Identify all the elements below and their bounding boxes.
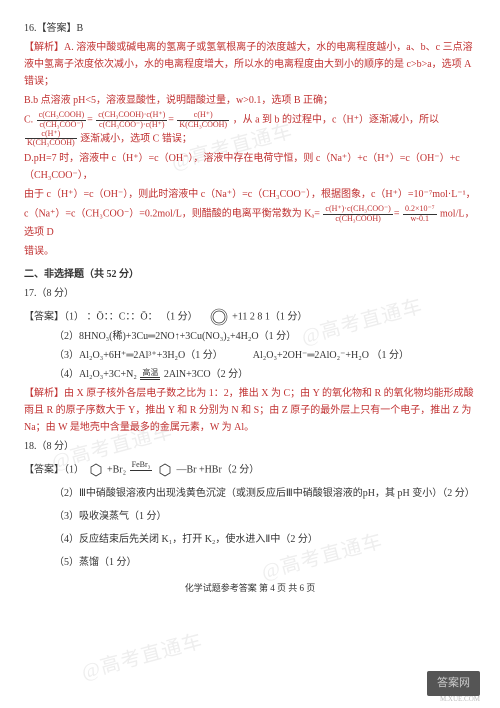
- q16-analysis-a: 【解析】A. 溶液中酸或碱电离的氢离子或氢氧根离子的浓度越大，水的电离程度越小，…: [24, 39, 476, 90]
- q16-analysis-d4: 错误。: [24, 243, 476, 260]
- page-footer: 化学试题参考答案 第 4 页 共 6 页: [24, 581, 476, 596]
- text: 逐渐减小，选项 C 错误；: [80, 133, 192, 144]
- benzene-icon: [158, 463, 172, 477]
- atom-diagram-icon: [210, 308, 228, 326]
- reaction-condition: FeBr₃: [130, 461, 153, 480]
- eq3b: Al₂O₃+2OH⁻═2AlO₂⁻+H₂O （1 分）: [253, 347, 409, 364]
- eq4-pre: （4）Al₂O₃+3C+N₂: [54, 369, 137, 380]
- watermark: @高考直通车: [78, 624, 207, 689]
- source-url: M.XUE.COM: [440, 694, 480, 706]
- source-badge: 答案网: [427, 671, 480, 696]
- q16-analysis-c: C. c(CH₃COOH)c(CH₃COO⁻)= c(CH₃COOH)·c(H⁺…: [24, 111, 476, 148]
- answer-label: 【答案】（1）: [24, 464, 84, 475]
- q16-analysis-b: B.b 点溶液 pH<5，溶液显酸性，说明醋酸过量，w>0.1，选项 B 正确；: [24, 92, 476, 109]
- product: —Br +HBr（2 分）: [176, 464, 259, 475]
- q17-eq4: （4）Al₂O₃+3C+N₂ 高温 2AlN+3CO（2 分）: [24, 366, 476, 383]
- reaction-condition: 高温: [140, 369, 160, 381]
- benzene-icon: [89, 463, 103, 477]
- answer-label: 【答案】（1）: [24, 311, 84, 322]
- q17-head: 17.（8 分）: [24, 285, 476, 302]
- points: （1 分）: [160, 311, 198, 322]
- q18-line2: （2）Ⅲ中硝酸银溶液内出现浅黄色沉淀（或测反应后Ⅲ中硝酸银溶液的pH，其 pH …: [24, 485, 476, 502]
- fraction: c(CH₃COOH)·c(H⁺)c(CH₃COO⁻)·c(H⁺): [96, 111, 167, 130]
- fraction: 0.2×10⁻⁷w-0.1: [403, 205, 437, 224]
- lewis-structure: ：Ö：：C：：Ö：: [87, 311, 158, 322]
- q17-analysis: 【解析】由 X 原子核外各层电子数之比为 1：2，推出 X 为 C；由 Y 的氧…: [24, 385, 476, 436]
- q18-line3: （3）吸收溴蒸气（1 分）: [24, 508, 476, 525]
- plus-br2: +Br₂: [107, 464, 126, 475]
- q18-line4: （4）反应结束后先关闭 K₁，打开 K₂，使水进入Ⅱ中（2 分）: [24, 531, 476, 548]
- label-c: C.: [24, 115, 33, 126]
- fraction: c(H⁺)K(CH₃COOH): [177, 111, 229, 130]
- fraction: c(H⁺)K(CH₃COOH): [25, 130, 77, 149]
- q18-head: 18.（8 分）: [24, 438, 476, 455]
- q17-eq3: （3）Al₂O₃+6H⁺═2Al³⁺+3H₂O（1 分） Al₂O₃+2OH⁻═…: [24, 347, 476, 364]
- q16-analysis-d2: 由于 c（H⁺）=c（OH⁻），则此时溶液中 c（Na⁺）=c（CH₃COO⁻）…: [24, 186, 476, 203]
- q16-analysis-d3: c（Na⁺）=c（CH₃COO⁻）=0.2mol/L，则醋酸的电离平衡常数为 K…: [24, 205, 476, 241]
- q17-answer-1: 【答案】（1） ：Ö：：C：：Ö： （1 分） +11 2 8 1（1 分）: [24, 308, 476, 326]
- na-shell: 2 8 1（1 分）: [250, 311, 308, 322]
- eq3a: （3）Al₂O₃+6H⁺═2Al³⁺+3H₂O（1 分）: [54, 347, 223, 364]
- section-two-title: 二、非选择题（共 52 分）: [24, 266, 476, 283]
- text: c（Na⁺）=c（CH₃COO⁻）=0.2mol/L，则醋酸的电离平衡常数为 K…: [24, 209, 320, 220]
- fraction: c(CH₃COOH)c(CH₃COO⁻): [37, 111, 86, 130]
- q16-analysis-d1: D.pH=7 时，溶液中 c（H⁺）=c（OH⁻），溶液中存在电荷守恒，则 c（…: [24, 150, 476, 184]
- fraction: c(H⁺)·c(CH₃COO⁻)c(CH₃COOH): [323, 205, 392, 224]
- page-content: 16.【答案】B 【解析】A. 溶液中酸或碱电离的氢离子或氢氧根离子的浓度越大，…: [24, 20, 476, 597]
- na-core: +11: [232, 311, 247, 322]
- q17-eq2: （2）8HNO₃(稀)+3Cu═2NO↑+3Cu(NO₃)₂+4H₂O（1 分）: [24, 328, 476, 345]
- q18-answer-1: 【答案】（1） +Br₂ FeBr₃ —Br +HBr（2 分）: [24, 461, 476, 480]
- q16-answer: 16.【答案】B: [24, 20, 476, 37]
- eq4-post: 2AlN+3CO（2 分）: [164, 369, 248, 380]
- text: ，从 a 到 b 的过程中，c（H⁺）逐渐减小，所以: [233, 115, 439, 126]
- q18-line5: （5）蒸馏（1 分）: [24, 554, 476, 571]
